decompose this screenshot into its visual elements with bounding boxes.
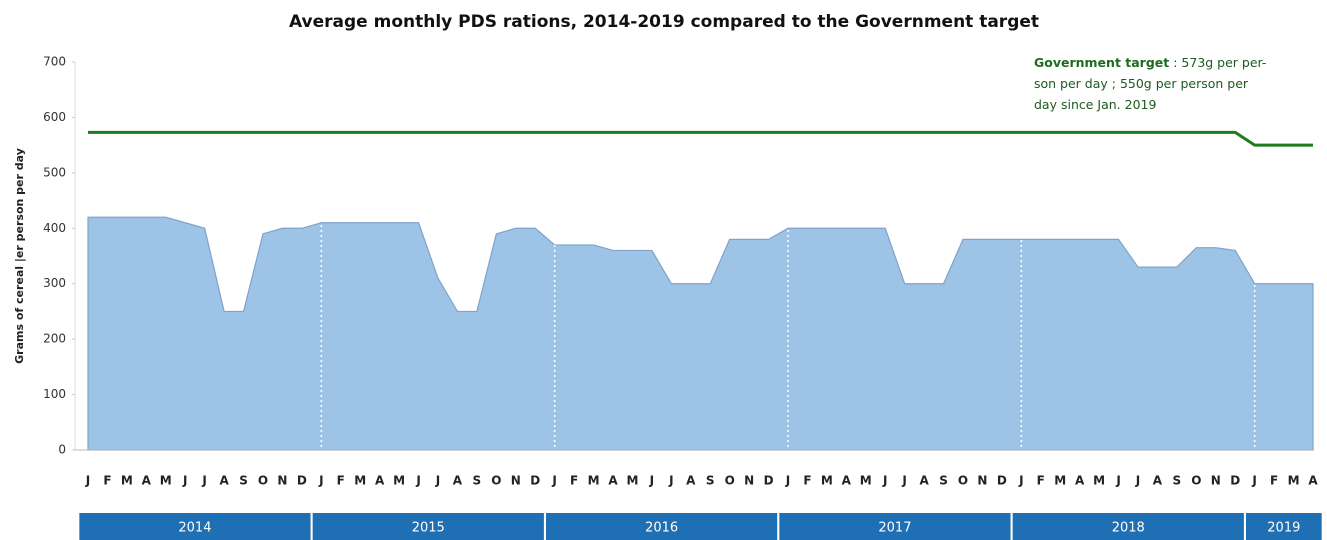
x-tick-label: D <box>530 474 540 488</box>
x-tick-label: D <box>997 474 1007 488</box>
x-tick-label: A <box>219 474 229 488</box>
x-tick-label: O <box>1191 474 1201 488</box>
y-tick-label: 100 <box>43 387 66 401</box>
year-label: 2017 <box>878 521 911 536</box>
x-tick-label: N <box>977 474 987 488</box>
x-tick-label: M <box>354 474 366 488</box>
x-tick-label: M <box>588 474 600 488</box>
x-tick-label: A <box>1075 474 1085 488</box>
x-tick-label: J <box>1115 474 1120 488</box>
x-tick-label: J <box>415 474 420 488</box>
x-tick-label: F <box>1270 474 1278 488</box>
x-tick-label: D <box>297 474 307 488</box>
year-label: 2018 <box>1112 521 1145 536</box>
x-tick-label: F <box>570 474 578 488</box>
y-tick-label: 400 <box>43 221 66 235</box>
year-label: 2015 <box>412 521 445 536</box>
x-tick-label: J <box>182 474 187 488</box>
x-tick-label: J <box>318 474 323 488</box>
x-tick-label: J <box>85 474 90 488</box>
y-tick-label: 200 <box>43 332 66 346</box>
x-tick-label: A <box>375 474 385 488</box>
x-tick-label: A <box>842 474 852 488</box>
x-tick-label: A <box>919 474 929 488</box>
x-tick-label: O <box>258 474 268 488</box>
x-tick-label: F <box>803 474 811 488</box>
year-label: 2014 <box>178 521 211 536</box>
x-tick-label: O <box>491 474 501 488</box>
annotation-line: son per day ; 550g per person per <box>1034 76 1249 91</box>
year-band <box>779 513 1011 540</box>
x-tick-label: A <box>608 474 618 488</box>
chart-title: Average monthly PDS rations, 2014-2019 c… <box>289 12 1039 32</box>
x-tick-label: D <box>1230 474 1240 488</box>
year-band <box>1246 513 1322 540</box>
x-tick-label: M <box>1093 474 1105 488</box>
x-tick-label: F <box>1037 474 1045 488</box>
y-axis-label: Grams of cereal |er person per day <box>13 148 26 364</box>
annotation-line: Government target <box>1034 55 1169 70</box>
year-band <box>79 513 311 540</box>
x-tick-label: D <box>764 474 774 488</box>
x-tick-label: S <box>706 474 715 488</box>
x-tick-label: N <box>511 474 521 488</box>
x-tick-label: J <box>1135 474 1140 488</box>
x-tick-label: A <box>453 474 463 488</box>
x-tick-label: M <box>860 474 872 488</box>
x-tick-label: S <box>939 474 948 488</box>
y-tick-label: 600 <box>43 110 66 124</box>
y-tick-label: 500 <box>43 165 66 179</box>
x-tick-label: J <box>668 474 673 488</box>
area <box>87 216 1314 451</box>
x-tick-label: S <box>1173 474 1182 488</box>
x-tick-label: N <box>277 474 287 488</box>
x-tick-label: J <box>435 474 440 488</box>
x-tick-label: M <box>1288 474 1300 488</box>
annotation: Government target : 573g per per- son pe… <box>1034 55 1270 112</box>
x-tick-label: M <box>393 474 405 488</box>
y-tick-label: 300 <box>43 276 66 290</box>
x-tick-label: N <box>1211 474 1221 488</box>
year-band <box>546 513 778 540</box>
y-tick-label: 0 <box>58 443 66 457</box>
x-tick-label: F <box>337 474 345 488</box>
x-tick-label: J <box>901 474 906 488</box>
annotation-line: : 573g per per- <box>1169 55 1266 70</box>
x-tick-label: J <box>551 474 556 488</box>
year-band <box>1012 513 1244 540</box>
x-tick-label: A <box>1308 474 1318 488</box>
x-tick-label: J <box>785 474 790 488</box>
x-tick-label: M <box>160 474 172 488</box>
year-label: 2016 <box>645 521 678 536</box>
x-tick-label: M <box>1054 474 1066 488</box>
x-tick-label: A <box>1153 474 1163 488</box>
x-tick-label: J <box>1251 474 1256 488</box>
x-tick-label: J <box>882 474 887 488</box>
x-tick-label: O <box>725 474 735 488</box>
x-tick-label: A <box>142 474 152 488</box>
x-tick-label: S <box>473 474 482 488</box>
x-tick-label: M <box>626 474 638 488</box>
year-band <box>312 513 544 540</box>
x-tick-label: J <box>649 474 654 488</box>
year-label: 2019 <box>1267 521 1300 536</box>
x-tick-label: J <box>201 474 206 488</box>
y-tick-label: 700 <box>43 55 66 69</box>
x-tick-label: M <box>821 474 833 488</box>
line <box>88 130 1313 147</box>
x-tick-label: A <box>686 474 696 488</box>
x-tick-label: O <box>958 474 968 488</box>
annotation-line: day since Jan. 2019 <box>1034 97 1156 112</box>
x-tick-label: F <box>103 474 111 488</box>
x-tick-label: J <box>1018 474 1023 488</box>
x-tick-label: S <box>239 474 248 488</box>
x-tick-label: N <box>744 474 754 488</box>
x-tick-label: M <box>121 474 133 488</box>
